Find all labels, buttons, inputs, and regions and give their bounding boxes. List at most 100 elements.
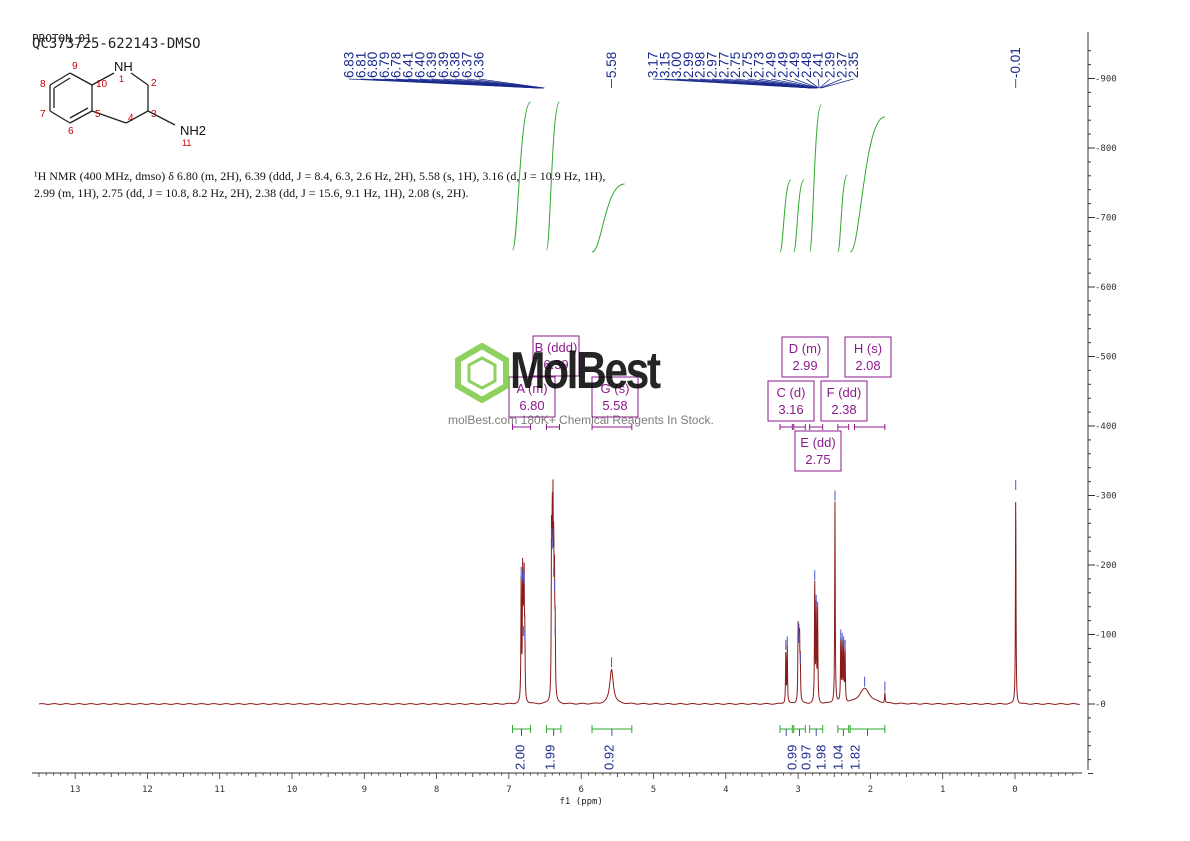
y-tick-label: -400 <box>1095 422 1117 432</box>
x-axis-title: f1 (ppm) <box>560 797 603 807</box>
atom-nh2: NH2 <box>180 123 206 138</box>
peak-group1-connector <box>478 78 545 89</box>
integral-label: 2.00 <box>513 745 528 770</box>
multiplet-box <box>532 335 580 377</box>
multiplet-shift: 3.16 <box>778 402 803 417</box>
atom-index-8: 8 <box>40 79 46 90</box>
atom-index-4: 4 <box>128 113 134 124</box>
atom-index-3: 3 <box>151 109 157 120</box>
integral-label: 1.99 <box>543 745 558 770</box>
multiplet-box <box>820 380 868 422</box>
atom-nh: NH <box>114 59 133 74</box>
multiplet-type: D (m) <box>789 341 822 356</box>
y-tick-label: -500 <box>1095 353 1117 363</box>
multiplet-boxes: A (m) 6.80 B (ddd) 6.39 G (s) 5.58 D (m) 2.99 H … <box>508 335 892 472</box>
x-tick-label: 4 <box>723 785 728 795</box>
peak-group2-connector <box>806 78 819 89</box>
peak-group2-label: 2.99 <box>681 52 696 78</box>
peak-group1-label: 6.78 <box>389 52 404 78</box>
x-tick-label: 2 <box>868 785 873 795</box>
peak-group2-label: 2.98 <box>693 52 708 78</box>
peak-group2-connector <box>782 78 818 89</box>
multiplet-type: E (dd) <box>800 435 835 450</box>
sample-title: QC373725-622143-DMSO <box>32 36 201 52</box>
peak-group1-label: 6.83 <box>342 52 357 78</box>
atom-index-11: 11 <box>182 138 191 148</box>
y-tick-label: -600 <box>1095 283 1117 293</box>
x-tick-label: 6 <box>578 785 583 795</box>
peak-group2-connector <box>820 78 842 89</box>
peak-group2-label: 2.77 <box>716 52 731 78</box>
x-tick-label: 7 <box>506 785 511 795</box>
x-tick-label: 10 <box>287 785 298 795</box>
molecule-bonds <box>49 72 176 126</box>
atom-index-1: 1 <box>119 74 124 84</box>
peak-group2-label: 2.49 <box>787 52 802 78</box>
nmr-description: ¹H NMR (400 MHz, dmso) δ 6.80 (m, 2H), 6… <box>34 169 606 200</box>
peak-group2-label: 3.17 <box>646 52 661 78</box>
peak-group2-label: 2.35 <box>846 52 861 78</box>
x-axis: 13 12 11 10 9 8 7 6 5 4 3 2 1 0 <box>32 772 1082 795</box>
peak-group1-label: 6.39 <box>424 52 439 78</box>
multiplet-box <box>767 380 815 422</box>
peak-group1-label: 6.80 <box>365 52 380 78</box>
integral-curve-4 <box>779 179 792 253</box>
integral-label: 1.98 <box>814 745 829 770</box>
integral-curve-5 <box>793 179 805 253</box>
integral-curve-6 <box>809 104 822 253</box>
y-tick-label: -200 <box>1095 561 1117 571</box>
y-tick-label: -0 <box>1095 700 1106 710</box>
integral-label: 0.99 <box>785 745 800 770</box>
x-tick-label: 12 <box>142 785 153 795</box>
peak-group1-label: 6.39 <box>436 52 451 78</box>
spectrum <box>38 479 1080 705</box>
multiplet-shift: 6.80 <box>519 398 544 413</box>
integral-label: 1.82 <box>848 745 863 770</box>
multiplet-box <box>781 336 829 378</box>
multiplet-type: F (dd) <box>827 385 862 400</box>
atom-index-2: 2 <box>151 78 157 89</box>
multiplet-box <box>591 376 639 418</box>
peak-group2-connector <box>820 78 854 89</box>
peak-group2-label: 2.41 <box>811 52 826 78</box>
integral-curve-7 <box>837 174 848 253</box>
multiplet-type: A (m) <box>516 381 547 396</box>
atom-index-6: 6 <box>68 126 74 137</box>
peak-group1-label: 6.79 <box>377 52 392 78</box>
peak-group1-label: 6.40 <box>412 52 427 78</box>
peak-group2-label: 2.97 <box>705 52 720 78</box>
multiplet-box <box>794 430 842 472</box>
peak-group1-label: 6.41 <box>401 52 416 78</box>
x-tick-label: 13 <box>70 785 81 795</box>
y-tick-label: -300 <box>1095 492 1117 502</box>
multiplet-shift: 2.38 <box>831 402 856 417</box>
atom-index-5: 5 <box>95 109 101 120</box>
y-axis: -900 -800 -700 -600 -500 -400 -300 -200 -100 -0 <box>1087 32 1117 774</box>
integral-label: 1.04 <box>831 745 846 770</box>
peak-group1-label: 6.37 <box>460 52 475 78</box>
peak-group1-label: 6.38 <box>448 52 463 78</box>
atom-index-10: 10 <box>96 79 108 90</box>
y-tick-label: -800 <box>1095 144 1117 154</box>
peak-group1-label: 6.36 <box>471 52 486 78</box>
x-tick-label: 8 <box>434 785 439 795</box>
x-tick-label: 9 <box>362 785 367 795</box>
integral-label: 0.97 <box>799 745 814 770</box>
x-tick-label: 5 <box>651 785 656 795</box>
x-tick-label: 3 <box>795 785 800 795</box>
multiplet-shift: 2.99 <box>792 358 817 373</box>
multiplet-type: B (ddd) <box>535 340 578 355</box>
molecule-structure: NH 1 2 3 4 5 6 7 8 9 10 NH2 11 <box>40 59 206 148</box>
integral-curve-8 <box>849 116 886 253</box>
y-tick-label: -900 <box>1095 75 1117 85</box>
peak-group2-connector <box>817 78 820 89</box>
experiment-label: PROTON_01 <box>32 32 92 45</box>
multiplet-box <box>508 376 556 418</box>
integral-bars: 2.00 1.99 0.92 0.99 0.97 1.98 1.04 1.82 <box>512 725 886 770</box>
multiplet-type: G (s) <box>601 381 630 396</box>
multiplet-type: C (d) <box>777 385 806 400</box>
peak-group2-label: 2.75 <box>728 52 743 78</box>
multiplet-shift: 2.75 <box>805 452 830 467</box>
peak-group2-label: 2.49 <box>775 52 790 78</box>
